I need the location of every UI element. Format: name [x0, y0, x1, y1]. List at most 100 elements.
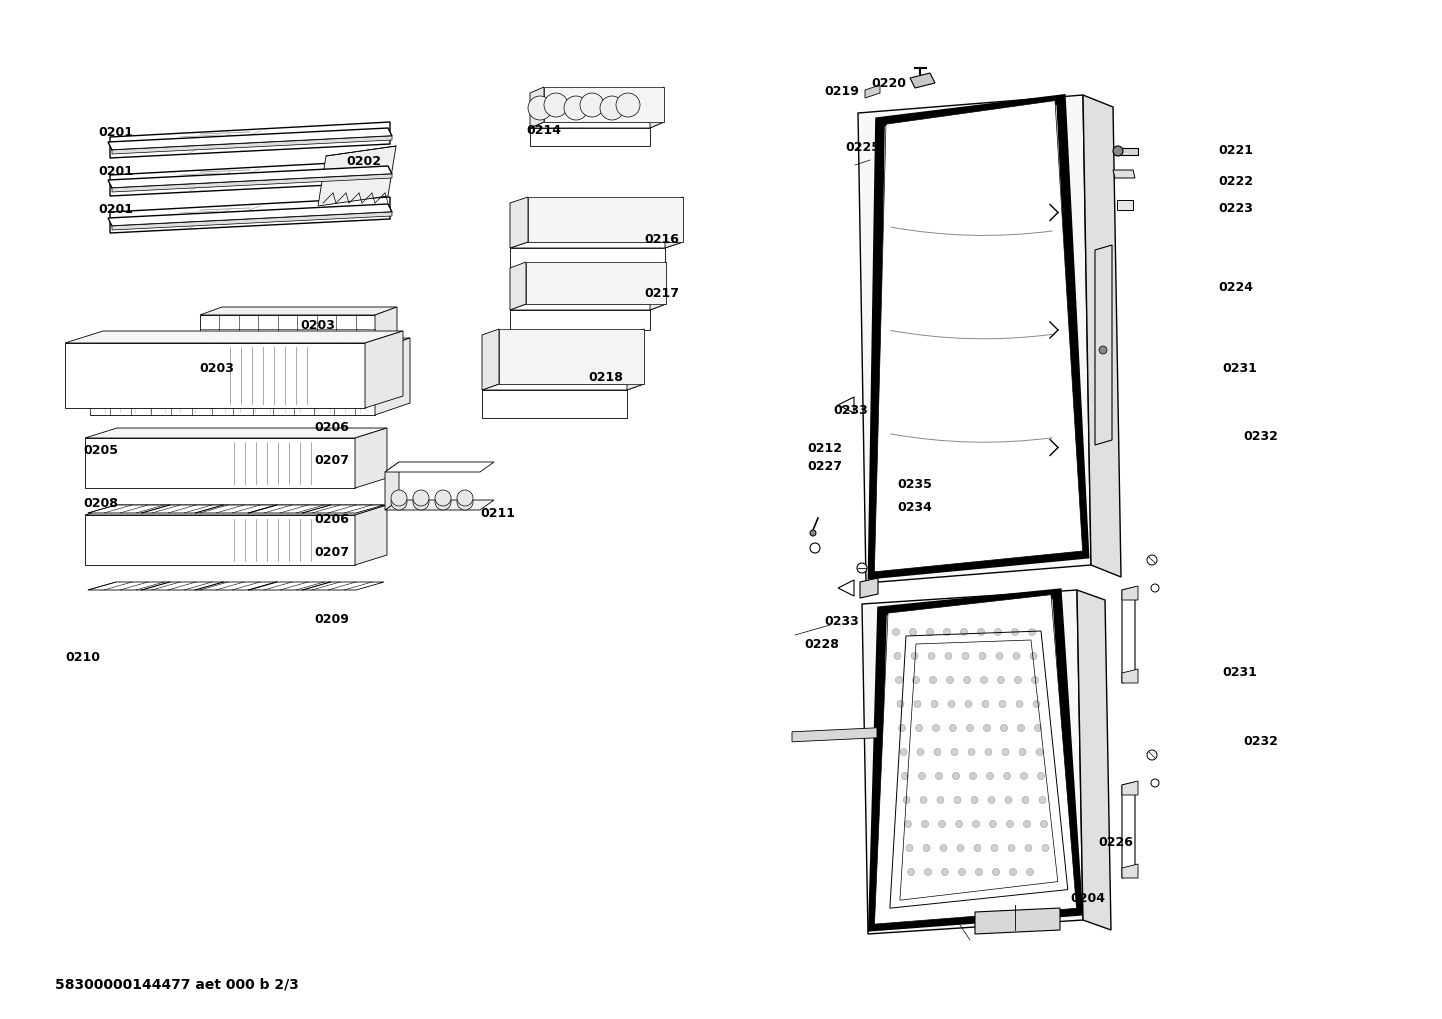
Polygon shape	[544, 87, 663, 122]
Polygon shape	[355, 505, 386, 565]
Polygon shape	[531, 122, 663, 128]
Circle shape	[1001, 725, 1008, 732]
Circle shape	[1151, 779, 1159, 787]
Circle shape	[920, 797, 927, 804]
Polygon shape	[838, 397, 854, 413]
Circle shape	[914, 700, 921, 707]
Circle shape	[966, 725, 973, 732]
Polygon shape	[319, 146, 397, 206]
Circle shape	[391, 490, 407, 506]
Circle shape	[564, 96, 588, 120]
Text: 0206: 0206	[314, 514, 349, 526]
Circle shape	[893, 629, 900, 636]
Polygon shape	[89, 338, 410, 350]
Text: 0207: 0207	[314, 546, 349, 558]
Circle shape	[412, 490, 430, 506]
Text: 0214: 0214	[526, 124, 561, 137]
Polygon shape	[85, 515, 355, 565]
Polygon shape	[665, 197, 684, 248]
Circle shape	[989, 820, 996, 827]
Circle shape	[900, 749, 907, 755]
Circle shape	[911, 652, 919, 659]
Circle shape	[895, 677, 903, 684]
Circle shape	[1024, 820, 1031, 827]
Polygon shape	[108, 128, 392, 150]
Circle shape	[1019, 749, 1027, 755]
Circle shape	[946, 677, 953, 684]
Circle shape	[1099, 346, 1107, 354]
Polygon shape	[89, 350, 375, 415]
Circle shape	[936, 772, 943, 780]
Circle shape	[903, 797, 910, 804]
Circle shape	[929, 652, 934, 659]
Polygon shape	[862, 590, 1083, 934]
Circle shape	[1017, 700, 1022, 707]
Polygon shape	[1122, 782, 1135, 878]
Circle shape	[923, 845, 930, 852]
Polygon shape	[85, 438, 355, 488]
Polygon shape	[874, 595, 1077, 924]
Text: 0219: 0219	[825, 86, 859, 98]
Polygon shape	[1083, 95, 1120, 577]
Circle shape	[1004, 772, 1011, 780]
Polygon shape	[858, 95, 1092, 583]
Circle shape	[913, 677, 920, 684]
Circle shape	[1002, 749, 1009, 755]
Circle shape	[1035, 749, 1043, 755]
Polygon shape	[1118, 200, 1133, 210]
Polygon shape	[872, 594, 1079, 926]
Text: 0231: 0231	[1223, 363, 1257, 375]
Text: 0231: 0231	[1223, 666, 1257, 679]
Text: 0222: 0222	[1218, 175, 1253, 187]
Circle shape	[982, 700, 989, 707]
Circle shape	[930, 677, 936, 684]
Circle shape	[992, 868, 999, 875]
Polygon shape	[112, 174, 392, 192]
Polygon shape	[1094, 245, 1112, 445]
Text: 0206: 0206	[314, 422, 349, 434]
Text: 0226: 0226	[1099, 837, 1133, 849]
Circle shape	[616, 93, 640, 117]
Circle shape	[1113, 146, 1123, 156]
Circle shape	[1043, 845, 1048, 852]
Circle shape	[1027, 868, 1034, 875]
Circle shape	[457, 494, 473, 510]
Circle shape	[391, 494, 407, 510]
Text: 0210: 0210	[65, 651, 99, 663]
Polygon shape	[910, 73, 934, 88]
Circle shape	[898, 725, 906, 732]
Circle shape	[933, 725, 940, 732]
Polygon shape	[792, 728, 877, 742]
Circle shape	[810, 530, 816, 536]
Circle shape	[968, 749, 975, 755]
Polygon shape	[531, 87, 544, 128]
Polygon shape	[1122, 669, 1138, 683]
Text: 0223: 0223	[1218, 203, 1253, 215]
Text: 0221: 0221	[1218, 145, 1253, 157]
Circle shape	[1025, 845, 1032, 852]
Polygon shape	[838, 580, 854, 596]
Text: 0227: 0227	[808, 461, 842, 473]
Polygon shape	[510, 304, 666, 310]
Circle shape	[952, 749, 957, 755]
Circle shape	[945, 652, 952, 659]
Polygon shape	[385, 500, 495, 510]
Text: 0233: 0233	[825, 615, 859, 628]
Polygon shape	[1115, 148, 1138, 155]
Circle shape	[1146, 555, 1156, 565]
Circle shape	[1009, 868, 1017, 875]
Circle shape	[960, 629, 968, 636]
Polygon shape	[355, 428, 386, 488]
Circle shape	[435, 490, 451, 506]
Polygon shape	[65, 343, 365, 408]
Circle shape	[1034, 725, 1041, 732]
Text: 0208: 0208	[84, 497, 118, 510]
Circle shape	[904, 820, 911, 827]
Polygon shape	[110, 160, 389, 196]
Polygon shape	[859, 578, 878, 598]
Circle shape	[528, 96, 552, 120]
Circle shape	[1030, 652, 1037, 659]
Circle shape	[1041, 820, 1047, 827]
Circle shape	[901, 772, 908, 780]
Text: 0205: 0205	[84, 444, 118, 457]
